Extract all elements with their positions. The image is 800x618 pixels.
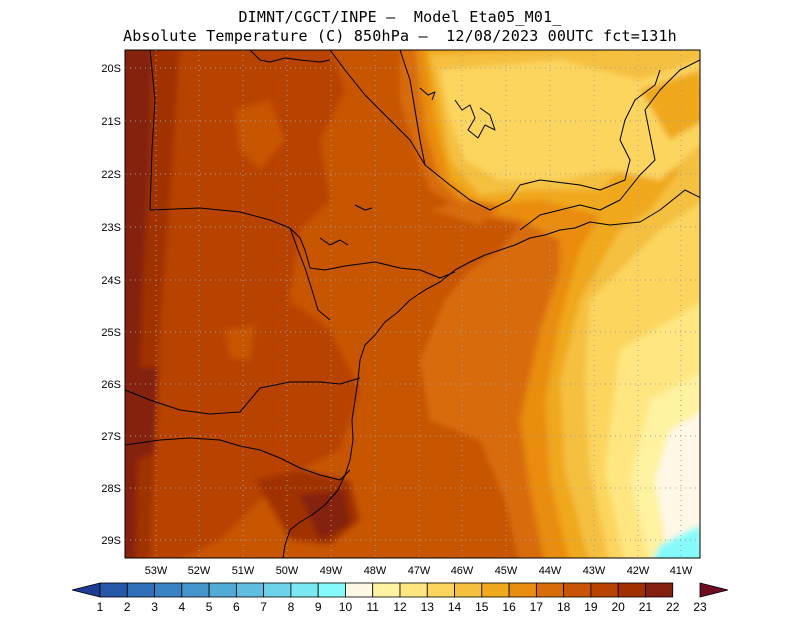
colorbar-label: 13 (421, 600, 435, 614)
lat-axis: 20S 21S 22S 23S 24S 25S 26S 27S 28S 29S (101, 63, 121, 547)
colorbar-label: 5 (206, 600, 213, 614)
grid-lines (125, 50, 700, 558)
colorbar-label: 6 (233, 600, 240, 614)
colorbar-swatch (399, 582, 428, 598)
colorbar-swatch (345, 582, 374, 598)
lat-tick: 24S (101, 275, 121, 287)
colorbar-swatch (126, 582, 155, 598)
colorbar-label: 10 (339, 600, 353, 614)
lat-tick: 28S (101, 483, 121, 495)
lon-tick: 53W (145, 565, 168, 577)
lat-tick: 25S (101, 327, 121, 339)
state-border-rj (519, 59, 700, 231)
colorbar-swatch (372, 582, 401, 598)
colorbar-label: 12 (393, 600, 407, 614)
colorbar-swatch (426, 582, 455, 598)
colorbar-label: 20 (612, 600, 626, 614)
reservoir-2 (419, 87, 436, 101)
colorbar-swatch (154, 582, 183, 598)
state-border-ms-sp (329, 50, 426, 166)
colorbar-label: 11 (366, 600, 379, 614)
lon-tick: 43W (583, 565, 606, 577)
border-paraguay (149, 50, 156, 211)
chart-subtitle: Absolute Temperature (C) 850hPa — 12/08/… (123, 27, 677, 45)
reservoir-3 (319, 237, 349, 246)
coastline (282, 189, 700, 558)
lon-tick: 44W (539, 565, 562, 577)
state-border-pr-sc (125, 377, 361, 415)
lon-tick: 45W (495, 565, 518, 577)
colorbar-label: 18 (557, 600, 571, 614)
chart-title: DIMNT/CGCT/INPE — Model Eta05_M01_ (238, 8, 562, 26)
lon-tick: 47W (408, 565, 431, 577)
lon-axis: 53W 52W 51W 50W 49W 48W 47W 46W 45W 44W … (145, 565, 693, 577)
colorbar-label: 1 (97, 600, 104, 614)
lat-tick: 23S (101, 222, 121, 234)
colorbar-label: 9 (315, 600, 322, 614)
colorbar-swatch (181, 582, 210, 598)
state-border-ms-pr (149, 207, 456, 279)
lon-tick: 41W (670, 565, 693, 577)
colorbar-label: 19 (584, 600, 598, 614)
colorbar-swatch (617, 582, 646, 598)
field-22-south (300, 490, 350, 540)
lon-tick: 48W (364, 565, 387, 577)
lon-tick: 49W (320, 565, 343, 577)
lat-tick: 29S (101, 535, 121, 547)
colorbar-swatch (263, 582, 292, 598)
colorbar-label: 23 (693, 600, 707, 614)
colorbar-swatch (290, 582, 319, 598)
colorbar-label: 4 (178, 600, 185, 614)
colorbar-swatch (208, 582, 237, 598)
lon-tick: 52W (188, 565, 211, 577)
colorbar-label: 8 (288, 600, 295, 614)
field-14-north (440, 60, 700, 180)
colorbar-arrow-high (699, 582, 729, 598)
lon-tick: 51W (232, 565, 255, 577)
field-11 (655, 412, 700, 545)
colorbar-swatch (645, 582, 674, 598)
border-mg (249, 50, 331, 63)
lon-tick: 46W (451, 565, 474, 577)
colorbar-swatch (317, 582, 346, 598)
colorbar-swatch (535, 582, 565, 598)
lat-tick: 22S (101, 169, 121, 181)
field-20-interior (150, 50, 360, 558)
lon-tick: 50W (276, 565, 299, 577)
colorbar-label: 22 (666, 600, 680, 614)
lat-tick: 26S (101, 379, 121, 391)
coastline-borders (125, 50, 700, 558)
river-parana (289, 227, 331, 321)
colorbar-label: 7 (260, 600, 267, 614)
reservoir-1 (454, 99, 496, 139)
colorbar-label: 16 (502, 600, 516, 614)
state-border-sp-mg (399, 50, 661, 211)
colorbar-label: 14 (448, 600, 462, 614)
colorbar-label: 2 (124, 600, 131, 614)
temperature-field (125, 50, 700, 558)
lat-tick: 20S (101, 63, 121, 75)
map-frame (124, 49, 701, 559)
lat-tick: 21S (101, 116, 121, 128)
colorbar-swatch (99, 582, 128, 598)
colorbar-swatch (235, 582, 265, 598)
colorbar-label: 3 (151, 600, 158, 614)
field-10 (653, 525, 700, 558)
colorbar-label: 21 (639, 600, 653, 614)
colorbar-swatch (590, 582, 619, 598)
colorbar-swatch (563, 582, 592, 598)
colorbar: 1 2 3 4 5 6 7 8 9 10 11 12 13 14 15 16 17 18 19 20 21 22 23 (71, 582, 729, 614)
lat-tick: 27S (101, 431, 121, 443)
colorbar-swatch (481, 582, 510, 598)
reservoir-4 (354, 204, 373, 211)
lon-tick: 42W (627, 565, 650, 577)
colorbar-swatch (508, 582, 537, 598)
colorbar-arrow-low (71, 582, 101, 598)
colorbar-label: 15 (475, 600, 489, 614)
colorbar-swatch (454, 582, 483, 598)
state-border-sc-rs (125, 437, 351, 481)
field-22-west (125, 50, 152, 558)
colorbar-label: 17 (530, 600, 544, 614)
